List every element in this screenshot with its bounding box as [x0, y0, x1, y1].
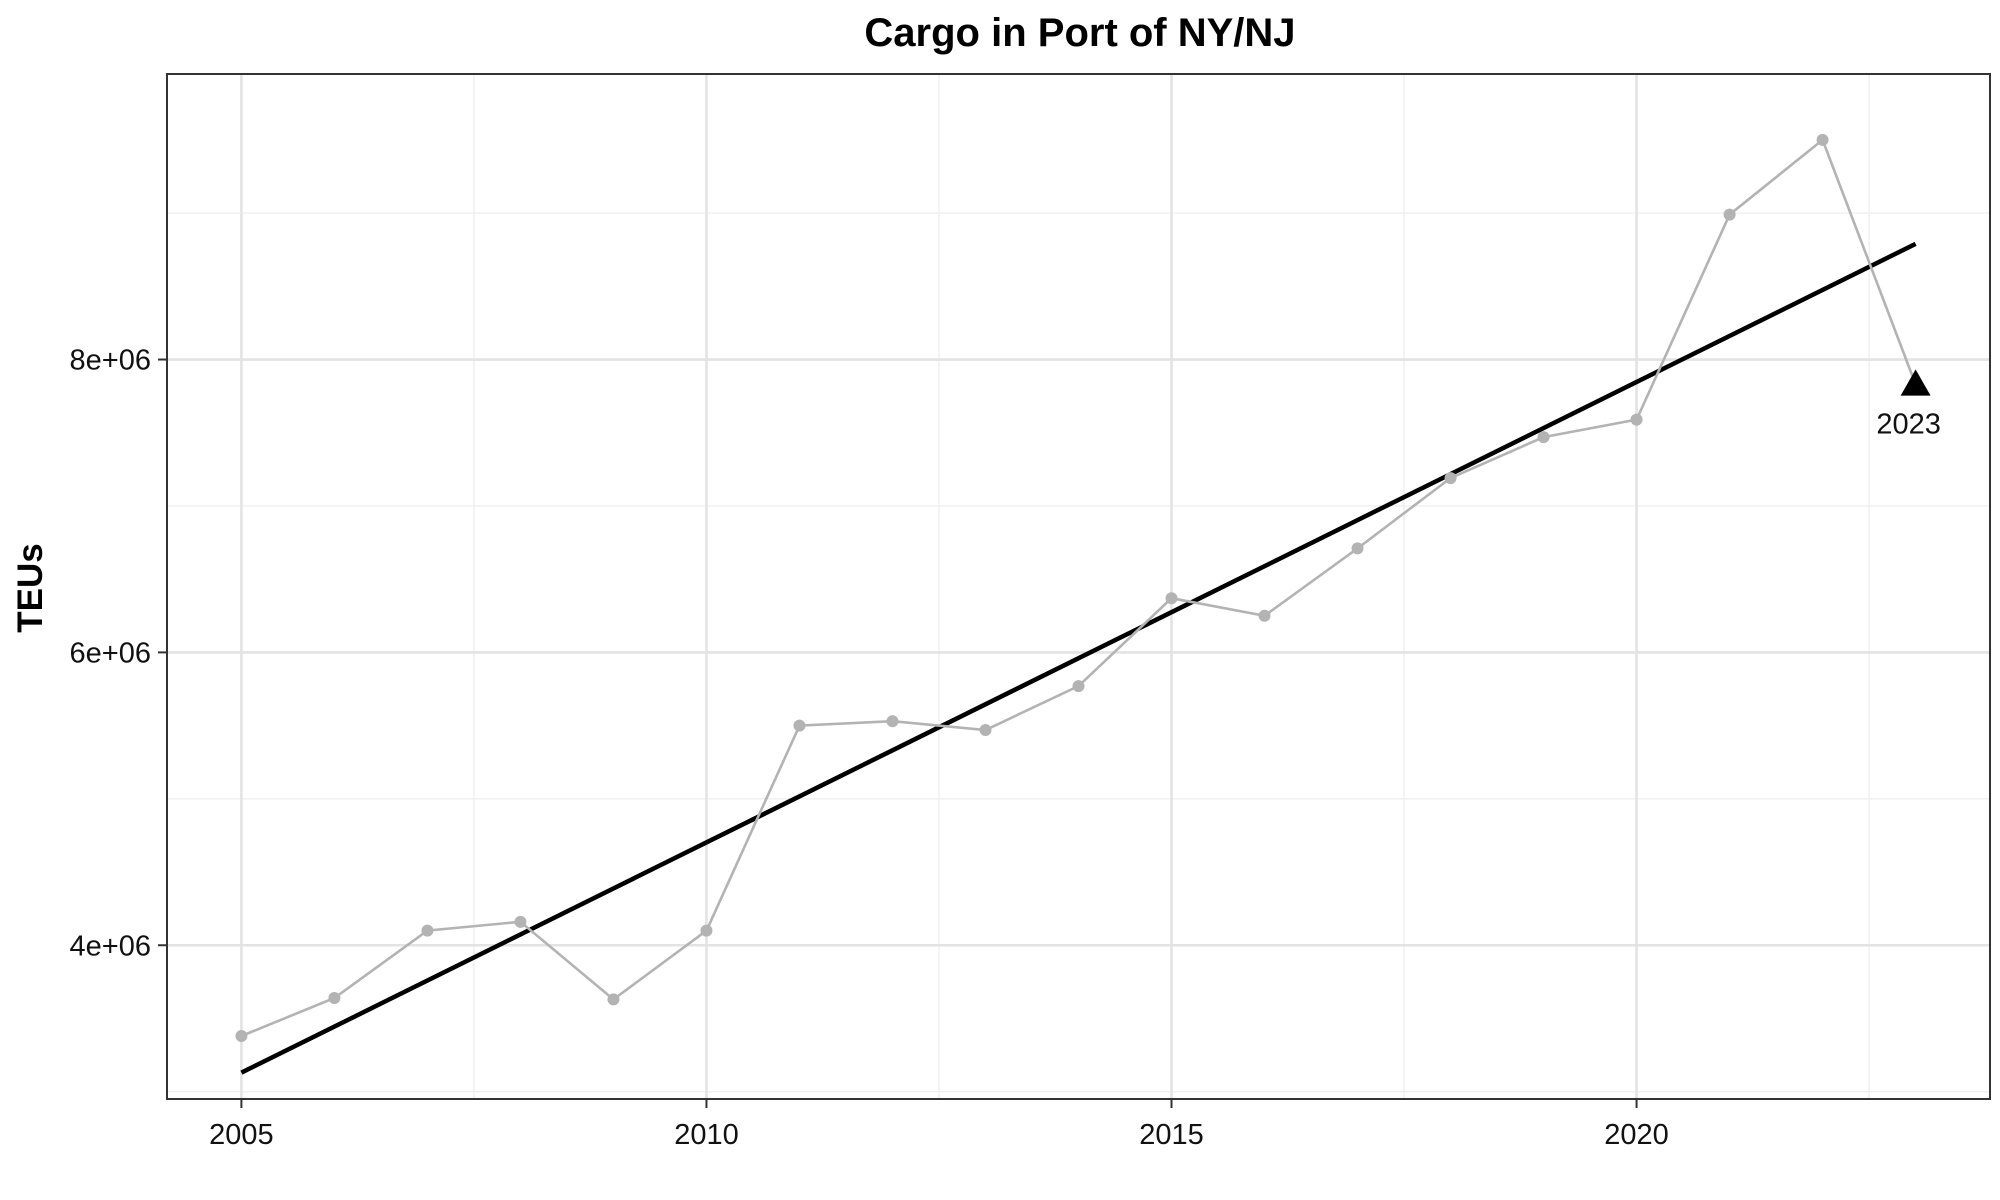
y-axis-title: TEUs	[11, 543, 50, 632]
series-point	[1351, 542, 1364, 555]
series-point	[700, 924, 713, 937]
series-layer	[235, 133, 1917, 1043]
series-point	[1816, 133, 1829, 146]
x-tick-label: 2015	[1139, 1119, 1204, 1151]
y-tick-label: 8e+06	[70, 345, 151, 377]
highlight-point-label: 2023	[1876, 408, 1941, 440]
y-tick-label: 6e+06	[70, 637, 151, 669]
series-point	[607, 993, 620, 1006]
series-point	[886, 715, 899, 728]
axis-layer: 2005 2010 2015 2020 4e+06 6e+06 8e+06	[70, 73, 1991, 1151]
x-tick-label: 2020	[1604, 1119, 1669, 1151]
series-point	[421, 924, 434, 937]
series-point	[1723, 208, 1736, 221]
grid	[167, 74, 1990, 1099]
series-point	[1165, 592, 1178, 605]
trend-line	[240, 241, 1917, 1075]
y-tick-label: 4e+06	[70, 930, 151, 962]
series-point	[1630, 413, 1643, 426]
series-point	[1537, 431, 1550, 444]
series-point	[514, 915, 527, 928]
series-point	[1072, 680, 1085, 693]
chart-title: Cargo in Port of NY/NJ	[864, 11, 1295, 55]
x-tick-label: 2005	[209, 1119, 274, 1151]
series-point	[979, 724, 992, 736]
series-point	[235, 1030, 248, 1043]
series-point	[793, 719, 806, 732]
panel-border	[166, 73, 1991, 1100]
series-line	[240, 137, 1917, 1038]
x-tick-label: 2010	[674, 1119, 739, 1151]
series-point	[1444, 472, 1457, 485]
series-point	[1258, 609, 1271, 622]
highlight-point-marker	[1900, 369, 1931, 396]
series-point	[328, 991, 341, 1004]
annotation-layer: 2023	[1876, 369, 1941, 440]
trend-line-layer	[240, 241, 1917, 1075]
